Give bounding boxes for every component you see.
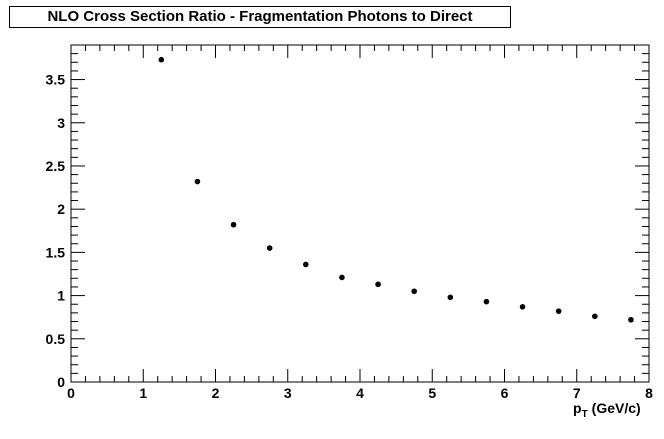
y-tick-label: 1 <box>57 288 65 304</box>
x-tick-label: 4 <box>356 385 364 401</box>
x-tick-label: 7 <box>573 385 581 401</box>
data-point <box>375 281 381 288</box>
plot-frame <box>70 44 650 383</box>
x-axis-label-subscript: T <box>582 409 588 420</box>
y-tick-label: 3.5 <box>46 72 66 88</box>
x-tick-label: 3 <box>284 385 292 401</box>
x-tick-label: 0 <box>67 385 75 401</box>
x-axis-label-units: (GeV/c) <box>592 400 641 416</box>
y-axis: 0 0.5 1 1.5 2 2.5 3 3.5 <box>46 44 649 390</box>
x-tick-label: 6 <box>501 385 509 401</box>
y-tick-label: 2 <box>57 201 65 217</box>
data-point <box>158 56 165 63</box>
data-point <box>483 298 490 305</box>
data-point <box>303 261 309 268</box>
data-point <box>230 221 237 228</box>
data-points <box>158 56 634 323</box>
chart-title: NLO Cross Section Ratio - Fragmentation … <box>9 6 511 28</box>
y-tick-label: 1.5 <box>46 244 66 260</box>
data-point <box>339 274 345 281</box>
x-axis: 0 1 2 3 4 5 6 7 8 <box>67 45 653 401</box>
x-axis-label-main: p <box>573 400 582 416</box>
y-tick-label: 2.5 <box>46 158 66 174</box>
data-point <box>194 178 201 185</box>
data-point <box>411 288 417 295</box>
x-axis-label: pT (GeV/c) <box>573 400 641 420</box>
data-point <box>447 294 454 301</box>
data-point <box>555 308 562 314</box>
data-point <box>628 316 634 323</box>
data-point <box>266 245 273 251</box>
x-tick-label: 8 <box>645 385 653 401</box>
data-point <box>519 304 526 310</box>
y-tick-label: 0.5 <box>46 331 66 347</box>
y-tick-label: 3 <box>57 115 65 131</box>
x-tick-label: 2 <box>212 385 220 401</box>
x-tick-label: 1 <box>139 385 147 401</box>
data-point <box>592 313 598 320</box>
y-tick-label: 0 <box>57 374 65 390</box>
x-tick-label: 5 <box>428 385 436 401</box>
